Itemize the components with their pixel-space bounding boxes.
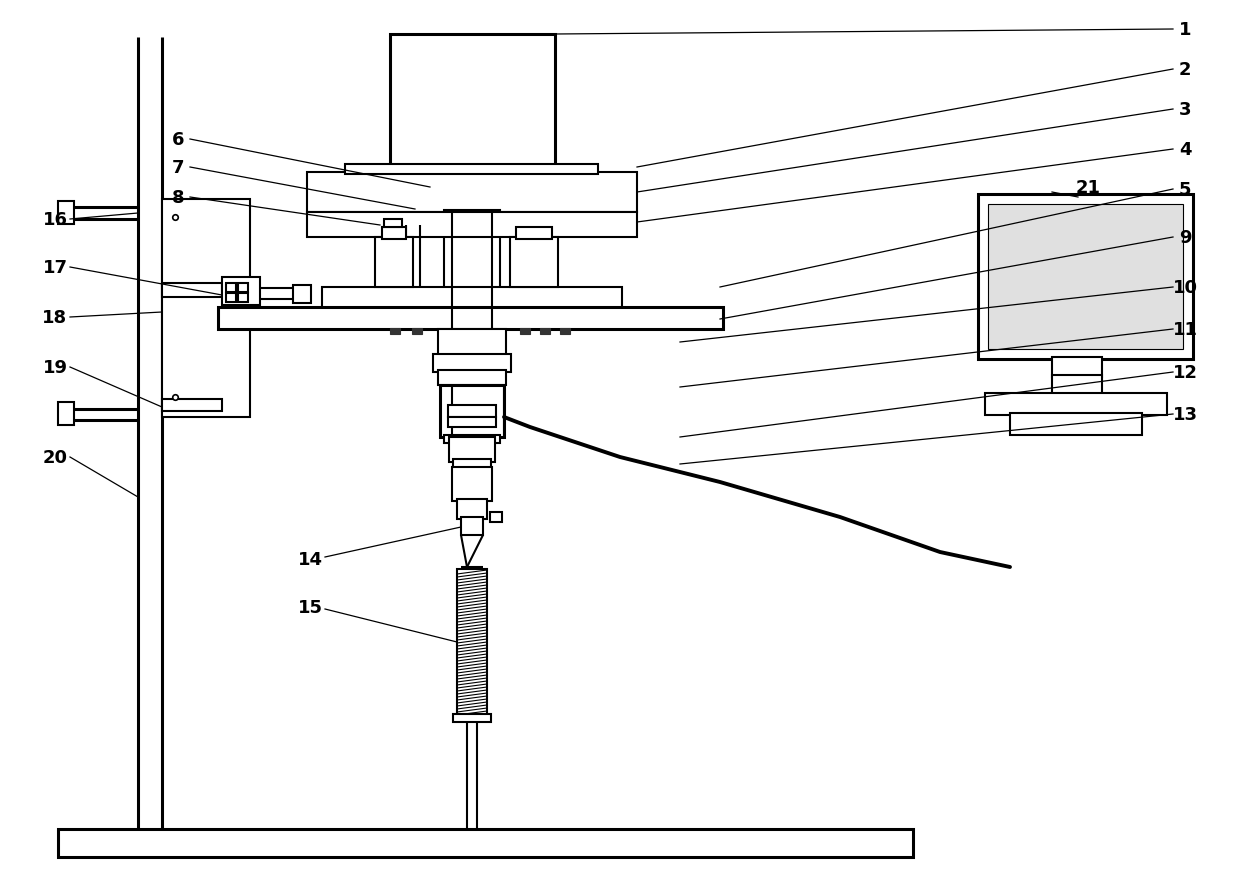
Bar [162, 283, 222, 297]
Bar [439, 371, 506, 386]
Bar [1052, 358, 1101, 378]
Bar [1010, 414, 1142, 436]
Text: 20: 20 [42, 448, 67, 467]
Bar [461, 517, 483, 535]
Bar [440, 386, 504, 438]
Text: 16: 16 [42, 210, 67, 229]
Bar [453, 460, 491, 469]
Bar [413, 329, 422, 335]
Bar [344, 165, 598, 175]
Bar [444, 210, 501, 223]
Bar [510, 238, 558, 288]
Bar [162, 400, 222, 411]
Bar [520, 329, 530, 335]
Text: 15: 15 [297, 598, 322, 617]
Text: 1: 1 [1178, 21, 1191, 39]
Bar [390, 35, 555, 175]
Bar [985, 394, 1167, 416]
Bar [439, 330, 506, 358]
Text: 12: 12 [1172, 364, 1198, 381]
Bar [449, 405, 496, 417]
Bar [453, 714, 491, 722]
Text: 10: 10 [1172, 279, 1198, 296]
Bar [444, 436, 501, 444]
Bar [225, 283, 235, 293]
Bar [449, 417, 496, 427]
Bar [322, 288, 622, 310]
Text: 2: 2 [1178, 61, 1191, 79]
Text: 4: 4 [1178, 141, 1191, 159]
Bar [162, 200, 250, 417]
Bar [515, 228, 553, 239]
Text: 21: 21 [1075, 179, 1100, 196]
Bar [449, 438, 496, 462]
Bar [225, 294, 235, 303]
Bar [384, 220, 401, 228]
Bar [457, 569, 487, 717]
Text: 8: 8 [172, 189, 185, 207]
Bar [58, 829, 913, 857]
Bar [222, 278, 260, 306]
Bar [457, 499, 487, 519]
Text: 11: 11 [1172, 321, 1198, 339]
Bar [432, 354, 510, 373]
Bar [560, 329, 570, 335]
Text: 17: 17 [42, 259, 67, 276]
Bar [238, 294, 248, 303]
Text: 5: 5 [1178, 181, 1191, 199]
Bar [382, 228, 406, 239]
Text: 6: 6 [172, 131, 185, 149]
Text: 19: 19 [42, 359, 67, 376]
Text: 7: 7 [172, 159, 185, 177]
Bar [452, 467, 492, 502]
Bar [218, 308, 724, 330]
Bar [292, 286, 311, 303]
Text: 18: 18 [42, 309, 68, 326]
Bar [540, 329, 550, 335]
Bar [58, 403, 74, 425]
Bar [307, 173, 637, 213]
Text: 14: 14 [297, 551, 322, 568]
Bar [307, 213, 637, 238]
Text: 3: 3 [1178, 101, 1191, 119]
Bar [978, 195, 1193, 360]
Bar [375, 238, 413, 288]
Bar [58, 202, 74, 225]
Bar [987, 204, 1183, 350]
Text: 9: 9 [1178, 229, 1191, 246]
Text: 13: 13 [1172, 405, 1198, 424]
Bar [1052, 375, 1101, 395]
Bar [489, 512, 502, 523]
Bar [238, 283, 248, 293]
Bar [390, 329, 400, 335]
